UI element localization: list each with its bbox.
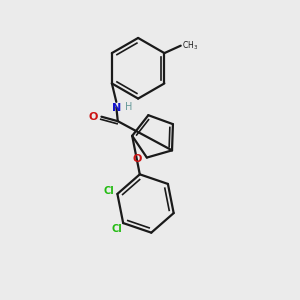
Text: Cl: Cl [103, 186, 114, 196]
Text: O: O [88, 112, 98, 122]
Text: N: N [112, 103, 121, 113]
Text: CH$_3$: CH$_3$ [182, 39, 199, 52]
Text: O: O [132, 154, 142, 164]
Text: H: H [124, 102, 132, 112]
Text: Cl: Cl [111, 224, 122, 234]
